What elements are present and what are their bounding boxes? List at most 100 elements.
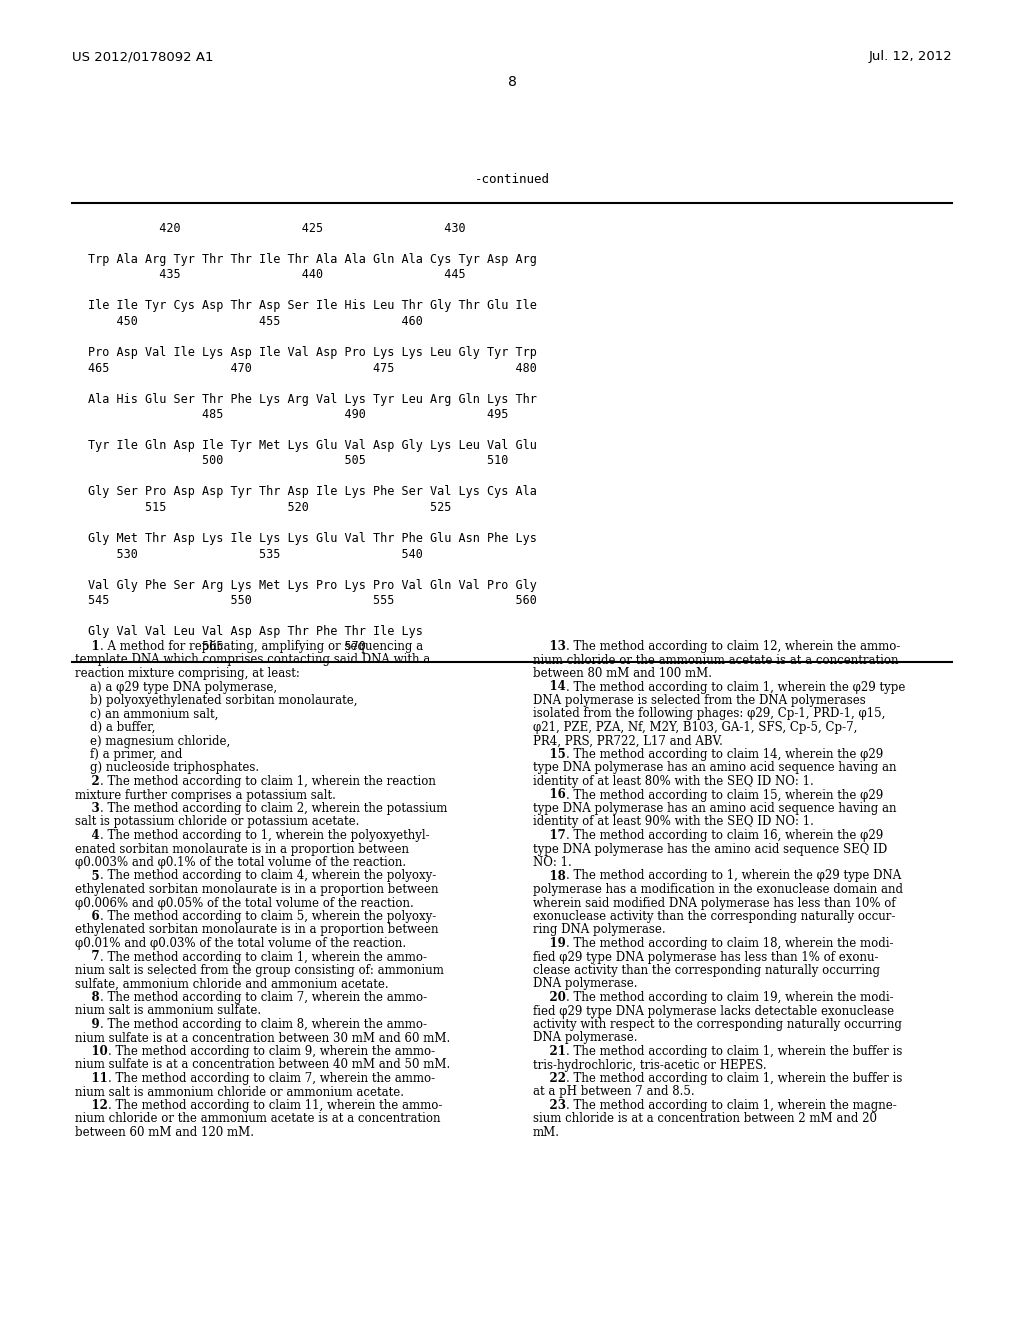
Text: . The method according to claim 12, wherein the ammo-: . The method according to claim 12, wher… xyxy=(566,640,900,653)
Text: ring DNA polymerase.: ring DNA polymerase. xyxy=(534,924,666,936)
Text: exonuclease activity than the corresponding naturally occur-: exonuclease activity than the correspond… xyxy=(534,909,895,923)
Text: . The method according to 1, wherein the φ29 type DNA: . The method according to 1, wherein the… xyxy=(565,870,901,883)
Text: wherein said modified DNA polymerase has less than 10% of: wherein said modified DNA polymerase has… xyxy=(534,896,896,909)
Text: nium sulfate is at a concentration between 30 mM and 60 mM.: nium sulfate is at a concentration betwe… xyxy=(75,1031,451,1044)
Text: identity of at least 90% with the SEQ ID NO: 1.: identity of at least 90% with the SEQ ID… xyxy=(534,816,814,829)
Text: 19: 19 xyxy=(534,937,565,950)
Text: salt is potassium chloride or potassium acetate.: salt is potassium chloride or potassium … xyxy=(75,816,359,829)
Text: identity of at least 80% with the SEQ ID NO: 1.: identity of at least 80% with the SEQ ID… xyxy=(534,775,814,788)
Text: activity with respect to the corresponding naturally occurring: activity with respect to the correspondi… xyxy=(534,1018,902,1031)
Text: . The method according to claim 16, wherein the φ29: . The method according to claim 16, wher… xyxy=(565,829,883,842)
Text: 500                 505                 510: 500 505 510 xyxy=(88,454,508,467)
Text: φ0.006% and φ0.05% of the total volume of the reaction.: φ0.006% and φ0.05% of the total volume o… xyxy=(75,896,414,909)
Text: 530                 535                 540: 530 535 540 xyxy=(88,548,423,561)
Text: Jul. 12, 2012: Jul. 12, 2012 xyxy=(868,50,952,63)
Text: 22: 22 xyxy=(534,1072,566,1085)
Text: nium salt is selected from the group consisting of: ammonium: nium salt is selected from the group con… xyxy=(75,964,443,977)
Text: type DNA polymerase has the amino acid sequence SEQ ID: type DNA polymerase has the amino acid s… xyxy=(534,842,887,855)
Text: Ile Ile Tyr Cys Asp Thr Asp Ser Ile His Leu Thr Gly Thr Glu Ile: Ile Ile Tyr Cys Asp Thr Asp Ser Ile His … xyxy=(88,300,537,313)
Text: fied φ29 type DNA polymerase lacks detectable exonuclease: fied φ29 type DNA polymerase lacks detec… xyxy=(534,1005,894,1018)
Text: 9: 9 xyxy=(75,1018,99,1031)
Text: 4: 4 xyxy=(75,829,99,842)
Text: 8: 8 xyxy=(75,991,99,1005)
Text: 12: 12 xyxy=(75,1100,108,1111)
Text: 435                 440                 445: 435 440 445 xyxy=(88,268,466,281)
Text: . A method for replicating, amplifying or sequencing a: . A method for replicating, amplifying o… xyxy=(99,640,423,653)
Text: ethylenated sorbitan monolaurate is in a proportion between: ethylenated sorbitan monolaurate is in a… xyxy=(75,924,438,936)
Text: e) magnesium chloride,: e) magnesium chloride, xyxy=(75,734,230,747)
Text: d) a buffer,: d) a buffer, xyxy=(75,721,156,734)
Text: 565                 570: 565 570 xyxy=(88,640,366,653)
Text: . The method according to claim 15, wherein the φ29: . The method according to claim 15, wher… xyxy=(565,788,883,801)
Text: 16: 16 xyxy=(534,788,565,801)
Text: 7: 7 xyxy=(75,950,99,964)
Text: nium sulfate is at a concentration between 40 mM and 50 mM.: nium sulfate is at a concentration betwe… xyxy=(75,1059,451,1072)
Text: g) nucleoside triphosphates.: g) nucleoside triphosphates. xyxy=(75,762,259,775)
Text: 2: 2 xyxy=(75,775,99,788)
Text: Pro Asp Val Ile Lys Asp Ile Val Asp Pro Lys Lys Leu Gly Tyr Trp: Pro Asp Val Ile Lys Asp Ile Val Asp Pro … xyxy=(88,346,537,359)
Text: 13: 13 xyxy=(534,640,566,653)
Text: . The method according to claim 11, wherein the ammo-: . The method according to claim 11, wher… xyxy=(108,1100,442,1111)
Text: 20: 20 xyxy=(534,991,566,1005)
Text: isolated from the following phages: φ29, Cp-1, PRD-1, φ15,: isolated from the following phages: φ29,… xyxy=(534,708,886,721)
Text: 8: 8 xyxy=(508,75,516,88)
Text: 450                 455                 460: 450 455 460 xyxy=(88,315,423,327)
Text: -continued: -continued xyxy=(474,173,550,186)
Text: enated sorbitan monolaurate is in a proportion between: enated sorbitan monolaurate is in a prop… xyxy=(75,842,409,855)
Text: Gly Ser Pro Asp Asp Tyr Thr Asp Ile Lys Phe Ser Val Lys Cys Ala: Gly Ser Pro Asp Asp Tyr Thr Asp Ile Lys … xyxy=(88,486,537,499)
Text: 515                 520                 525: 515 520 525 xyxy=(88,502,452,513)
Text: . The method according to claim 18, wherein the modi-: . The method according to claim 18, wher… xyxy=(565,937,893,950)
Text: . The method according to 1, wherein the polyoxyethyl-: . The method according to 1, wherein the… xyxy=(99,829,429,842)
Text: . The method according to claim 9, wherein the ammo-: . The method according to claim 9, where… xyxy=(108,1045,435,1059)
Text: 6: 6 xyxy=(75,909,99,923)
Text: . The method according to claim 19, wherein the modi-: . The method according to claim 19, wher… xyxy=(566,991,894,1005)
Text: 485                 490                 495: 485 490 495 xyxy=(88,408,508,421)
Text: polymerase has a modification in the exonuclease domain and: polymerase has a modification in the exo… xyxy=(534,883,903,896)
Text: 23: 23 xyxy=(534,1100,566,1111)
Text: 11: 11 xyxy=(75,1072,108,1085)
Text: Gly Val Val Leu Val Asp Asp Thr Phe Thr Ile Lys: Gly Val Val Leu Val Asp Asp Thr Phe Thr … xyxy=(88,624,423,638)
Text: . The method according to claim 1, wherein the buffer is: . The method according to claim 1, where… xyxy=(566,1072,902,1085)
Text: 17: 17 xyxy=(534,829,565,842)
Text: 14: 14 xyxy=(534,681,565,693)
Text: clease activity than the corresponding naturally occurring: clease activity than the corresponding n… xyxy=(534,964,880,977)
Text: 21: 21 xyxy=(534,1045,566,1059)
Text: 18: 18 xyxy=(534,870,565,883)
Text: DNA polymerase.: DNA polymerase. xyxy=(534,978,638,990)
Text: . The method according to claim 7, wherein the ammo-: . The method according to claim 7, where… xyxy=(108,1072,435,1085)
Text: . The method according to claim 4, wherein the polyoxy-: . The method according to claim 4, where… xyxy=(99,870,436,883)
Text: φ0.01% and φ0.03% of the total volume of the reaction.: φ0.01% and φ0.03% of the total volume of… xyxy=(75,937,407,950)
Text: 420                 425                 430: 420 425 430 xyxy=(88,222,466,235)
Text: sulfate, ammonium chloride and ammonium acetate.: sulfate, ammonium chloride and ammonium … xyxy=(75,978,389,990)
Text: Gly Met Thr Asp Lys Ile Lys Lys Glu Val Thr Phe Glu Asn Phe Lys: Gly Met Thr Asp Lys Ile Lys Lys Glu Val … xyxy=(88,532,537,545)
Text: . The method according to claim 7, wherein the ammo-: . The method according to claim 7, where… xyxy=(99,991,427,1005)
Text: reaction mixture comprising, at least:: reaction mixture comprising, at least: xyxy=(75,667,300,680)
Text: mM.: mM. xyxy=(534,1126,560,1139)
Text: nium salt is ammonium chloride or ammonium acetate.: nium salt is ammonium chloride or ammoni… xyxy=(75,1085,404,1098)
Text: US 2012/0178092 A1: US 2012/0178092 A1 xyxy=(72,50,213,63)
Text: fied φ29 type DNA polymerase has less than 1% of exonu-: fied φ29 type DNA polymerase has less th… xyxy=(534,950,879,964)
Text: . The method according to claim 14, wherein the φ29: . The method according to claim 14, wher… xyxy=(565,748,883,762)
Text: mixture further comprises a potassium salt.: mixture further comprises a potassium sa… xyxy=(75,788,336,801)
Text: at a pH between 7 and 8.5.: at a pH between 7 and 8.5. xyxy=(534,1085,694,1098)
Text: ethylenated sorbitan monolaurate is in a proportion between: ethylenated sorbitan monolaurate is in a… xyxy=(75,883,438,896)
Text: Trp Ala Arg Tyr Thr Thr Ile Thr Ala Ala Gln Ala Cys Tyr Asp Arg: Trp Ala Arg Tyr Thr Thr Ile Thr Ala Ala … xyxy=(88,253,537,267)
Text: 3: 3 xyxy=(75,803,99,814)
Text: nium chloride or the ammonium acetate is at a concentration: nium chloride or the ammonium acetate is… xyxy=(75,1113,440,1126)
Text: 5: 5 xyxy=(75,870,99,883)
Text: 1: 1 xyxy=(75,640,99,653)
Text: b) polyoxyethylenated sorbitan monolaurate,: b) polyoxyethylenated sorbitan monolaura… xyxy=(75,694,357,708)
Text: φ21, PZE, PZA, Nf, M2Y, B103, GA-1, SFS, Cp-5, Cp-7,: φ21, PZE, PZA, Nf, M2Y, B103, GA-1, SFS,… xyxy=(534,721,857,734)
Text: . The method according to claim 1, wherein the ammo-: . The method according to claim 1, where… xyxy=(99,950,427,964)
Text: nium chloride or the ammonium acetate is at a concentration: nium chloride or the ammonium acetate is… xyxy=(534,653,898,667)
Text: NO: 1.: NO: 1. xyxy=(534,855,571,869)
Text: . The method according to claim 1, wherein the reaction: . The method according to claim 1, where… xyxy=(99,775,435,788)
Text: . The method according to claim 1, wherein the buffer is: . The method according to claim 1, where… xyxy=(566,1045,902,1059)
Text: Val Gly Phe Ser Arg Lys Met Lys Pro Lys Pro Val Gln Val Pro Gly: Val Gly Phe Ser Arg Lys Met Lys Pro Lys … xyxy=(88,578,537,591)
Text: DNA polymerase.: DNA polymerase. xyxy=(534,1031,638,1044)
Text: . The method according to claim 1, wherein the φ29 type: . The method according to claim 1, where… xyxy=(565,681,905,693)
Text: Ala His Glu Ser Thr Phe Lys Arg Val Lys Tyr Leu Arg Gln Lys Thr: Ala His Glu Ser Thr Phe Lys Arg Val Lys … xyxy=(88,392,537,405)
Text: Tyr Ile Gln Asp Ile Tyr Met Lys Glu Val Asp Gly Lys Leu Val Glu: Tyr Ile Gln Asp Ile Tyr Met Lys Glu Val … xyxy=(88,440,537,451)
Text: a) a φ29 type DNA polymerase,: a) a φ29 type DNA polymerase, xyxy=(75,681,278,693)
Text: 465                 470                 475                 480: 465 470 475 480 xyxy=(88,362,537,375)
